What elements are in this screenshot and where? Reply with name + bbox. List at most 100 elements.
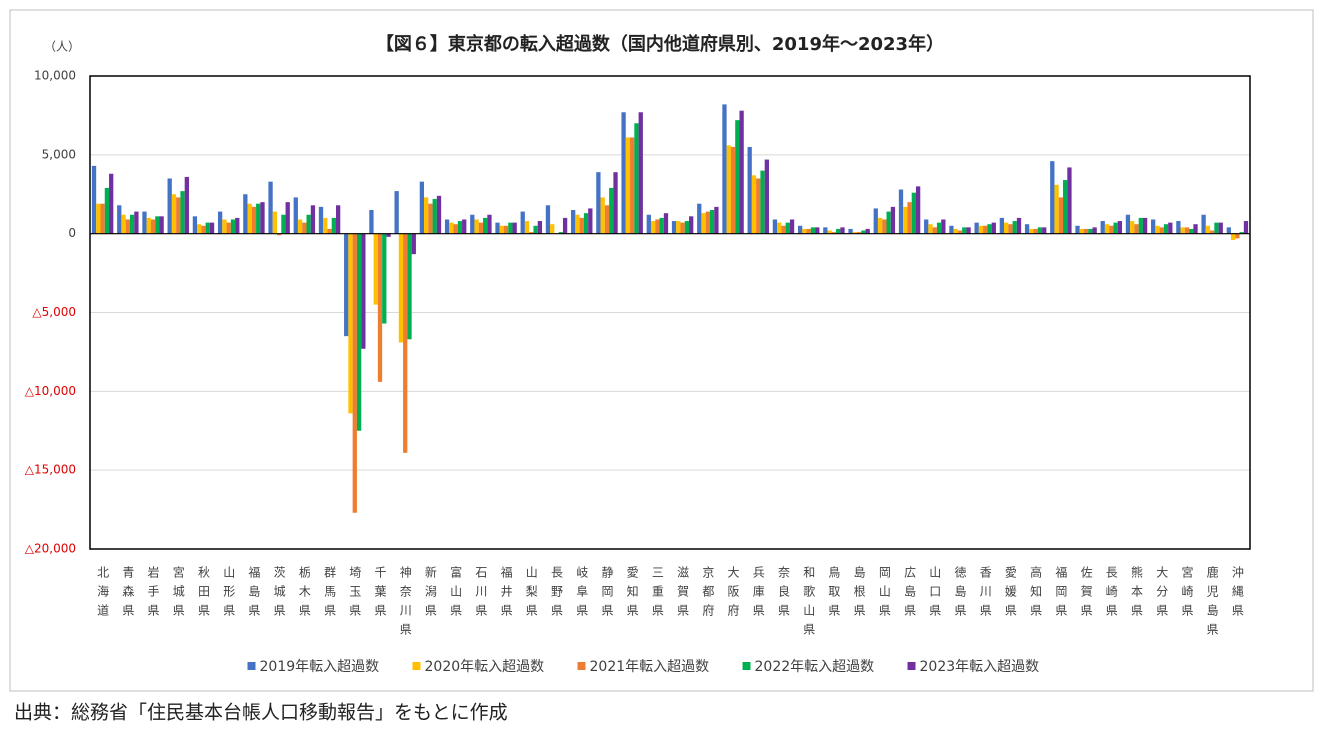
x-tick-label: 熊本県 — [1130, 565, 1144, 623]
bar — [529, 232, 534, 234]
x-tick-label: 香川県 — [978, 566, 992, 623]
bar — [1235, 233, 1240, 239]
y-tick-label: △10,000 — [25, 384, 76, 398]
x-tick-label: 愛媛県 — [1003, 566, 1017, 623]
legend-swatch — [907, 662, 916, 670]
bar — [318, 206, 324, 234]
bar — [1193, 224, 1198, 234]
bar — [877, 217, 883, 234]
bar — [634, 123, 639, 234]
bar — [260, 202, 265, 234]
bar — [377, 233, 383, 382]
bar — [936, 222, 942, 234]
bar — [1201, 214, 1206, 234]
bar — [348, 233, 353, 414]
legend-label: 2021年転入超過数 — [590, 659, 710, 675]
bar — [1083, 228, 1089, 234]
bar — [1024, 224, 1030, 234]
bar — [806, 228, 811, 234]
bar — [613, 172, 618, 234]
x-tick-label: 徳島県 — [953, 565, 967, 623]
bar — [865, 228, 870, 234]
bar — [1130, 221, 1135, 234]
bar — [785, 222, 790, 234]
y-tick-label: 10,000 — [34, 69, 76, 83]
x-tick-label: 大分県 — [1155, 566, 1169, 623]
bar — [1230, 233, 1236, 240]
bar — [709, 210, 715, 234]
bar — [171, 194, 177, 234]
bar — [760, 170, 765, 234]
bar — [1109, 225, 1114, 234]
bar — [999, 217, 1005, 234]
x-tick-label: 山梨県 — [524, 566, 538, 623]
bar — [285, 202, 290, 234]
bar — [121, 214, 126, 234]
x-tick-label: 京都府 — [701, 566, 715, 623]
legend-swatch — [577, 662, 586, 670]
bar — [638, 112, 643, 234]
bar — [810, 227, 816, 234]
bar — [789, 219, 795, 234]
bar — [689, 216, 694, 234]
bar — [394, 191, 399, 234]
bar — [180, 191, 185, 234]
legend-label: 2022年転入超過数 — [755, 659, 875, 675]
bar — [1180, 227, 1185, 234]
bar — [663, 213, 669, 234]
bar — [772, 219, 778, 234]
y-tick-label: △15,000 — [25, 463, 76, 477]
bar — [558, 232, 563, 234]
x-tick-label: 大阪府 — [726, 566, 740, 623]
bar — [949, 225, 954, 234]
bar — [701, 213, 706, 234]
bar — [579, 217, 584, 234]
bar — [297, 219, 303, 234]
bar — [730, 146, 736, 234]
bar — [411, 233, 416, 255]
x-tick-label: 福岡県 — [1054, 565, 1068, 623]
x-tick-label: 広島県 — [903, 566, 917, 623]
bar — [1151, 219, 1156, 234]
bar — [524, 221, 530, 234]
bar — [205, 222, 210, 234]
bar — [609, 187, 614, 234]
x-tick-label: 岐阜県 — [575, 566, 589, 623]
bar — [470, 214, 475, 234]
bar — [882, 219, 887, 234]
bar — [941, 219, 946, 234]
y-tick-label: △20,000 — [25, 542, 76, 556]
bar — [886, 211, 891, 234]
bar — [630, 137, 635, 234]
x-tick-label: 高知県 — [1029, 565, 1043, 623]
bar — [537, 221, 543, 234]
bar — [903, 206, 908, 234]
bar — [1239, 232, 1244, 234]
bar — [545, 205, 551, 234]
bar — [856, 232, 862, 234]
bar — [1205, 225, 1211, 234]
bar — [1226, 227, 1231, 234]
bar — [281, 214, 286, 234]
bar — [1218, 222, 1223, 234]
bar — [978, 225, 984, 234]
bar — [756, 178, 761, 234]
bar — [306, 214, 311, 234]
bar — [575, 214, 580, 234]
bar — [217, 211, 223, 234]
bar — [802, 228, 807, 234]
x-tick-label: 石川県 — [474, 566, 488, 623]
bar — [915, 186, 921, 234]
x-tick-label: 栃木県 — [297, 566, 311, 623]
bar — [898, 189, 904, 234]
bar — [335, 205, 341, 234]
x-tick-label: 神奈川県 — [398, 566, 412, 642]
bar — [747, 146, 752, 234]
x-tick-label: 和歌山県 — [802, 566, 816, 642]
bar — [323, 217, 328, 234]
bar — [503, 225, 509, 234]
bar — [327, 228, 332, 234]
bar — [247, 203, 252, 234]
bar — [1113, 222, 1118, 234]
